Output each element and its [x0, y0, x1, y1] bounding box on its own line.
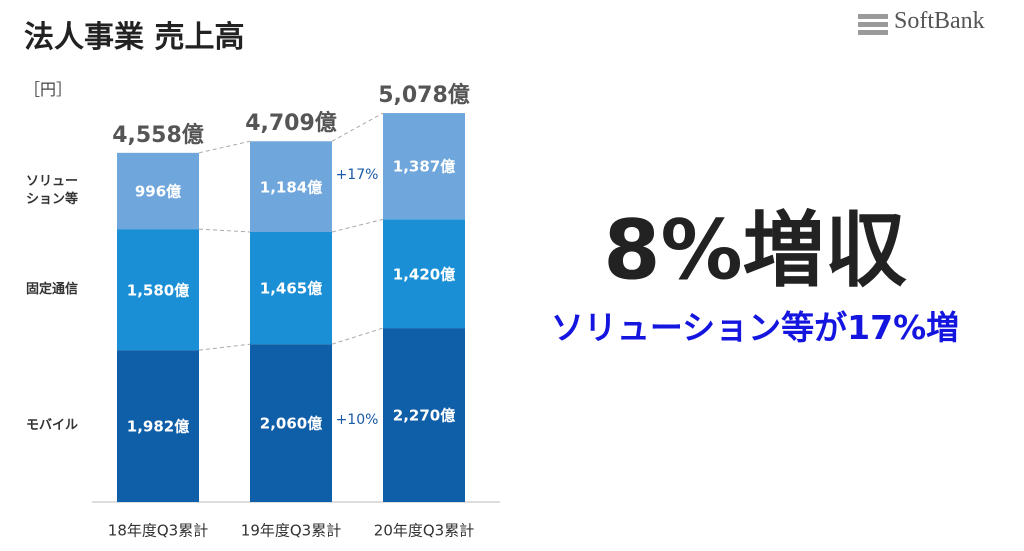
- connector: [198, 140, 251, 154]
- logo-bar: [858, 14, 888, 19]
- value-label: 1,387億: [392, 157, 456, 176]
- page-title: 法人事業 売上高: [24, 20, 245, 55]
- bar-segment: [250, 231, 332, 345]
- bar-segment: [250, 344, 332, 502]
- category-label: 18年度Q3累計: [107, 521, 209, 540]
- annotation: +10%: [335, 412, 379, 428]
- value-label: 1,982億: [126, 417, 190, 436]
- logo: SoftBank: [894, 8, 985, 34]
- connector: [331, 327, 384, 345]
- value-label: 1,420億: [392, 265, 456, 284]
- category-label: 19年度Q3累計: [240, 521, 342, 540]
- total-label: 4,558億: [112, 122, 204, 148]
- connector: [331, 112, 384, 142]
- bar-segment: [117, 152, 199, 230]
- value-label: 2,060億: [259, 414, 323, 433]
- logo-bar: [858, 22, 888, 27]
- subline: ソリューション等が17%増: [550, 308, 960, 347]
- total-label: 5,078億: [378, 83, 470, 108]
- value-label: 1,465億: [259, 279, 323, 298]
- value-label: 1,580億: [126, 281, 190, 300]
- connector: [331, 218, 384, 233]
- bar-segment: [383, 219, 465, 329]
- bar-segment: [117, 229, 199, 351]
- value-label: 996億: [134, 182, 182, 201]
- annotation: +17%: [335, 167, 379, 183]
- bar-segment: [250, 141, 332, 232]
- legend-label: モバイル: [26, 417, 79, 433]
- value-label: 1,184億: [259, 178, 323, 197]
- unit-label: ［円］: [24, 80, 73, 99]
- legend-label: ソリューション等: [26, 173, 79, 207]
- bar-segment: [383, 113, 465, 220]
- connector: [198, 228, 251, 233]
- connector: [198, 343, 251, 351]
- legend-label: 固定通信: [26, 281, 79, 297]
- total-label: 4,709億: [245, 111, 337, 137]
- bar-segment: [383, 328, 465, 502]
- logo-bar: [858, 30, 888, 35]
- category-label: 20年度Q3累計: [373, 521, 475, 540]
- value-label: 2,270億: [392, 406, 456, 425]
- bar-segment: [117, 350, 199, 502]
- headline: 8%増収: [603, 203, 907, 299]
